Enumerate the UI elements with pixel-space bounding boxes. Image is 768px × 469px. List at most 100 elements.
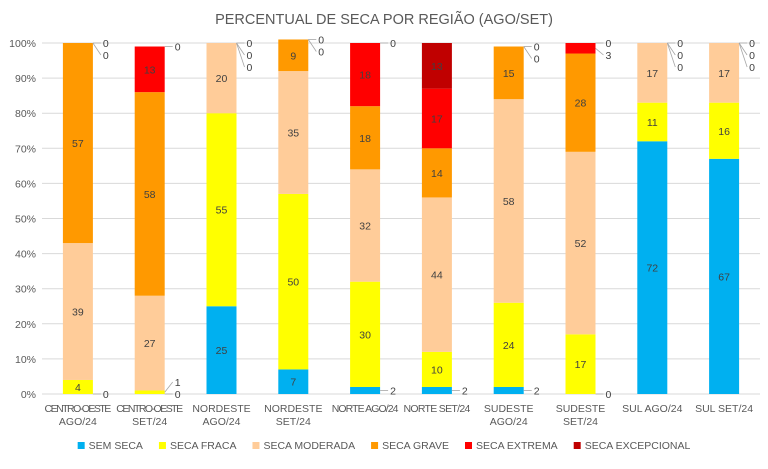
y-tick-label: 60% [15, 178, 36, 190]
data-label: 0 [749, 38, 755, 50]
y-tick-label: 30% [15, 284, 36, 296]
x-tick-label: SUL SET/24 [695, 403, 753, 415]
data-label: 18 [359, 70, 371, 82]
data-label: 0 [749, 50, 755, 62]
data-label: 25 [216, 345, 228, 357]
data-label: 39 [72, 307, 84, 319]
x-tick-label: CENTRO-OESTE [116, 403, 183, 415]
y-tick-label: 100% [9, 38, 36, 50]
bar-segment [637, 141, 668, 394]
bar-segment [350, 281, 381, 387]
legend-label: SECA FRACA [170, 440, 237, 452]
x-tick-label: SET/24 [132, 416, 167, 428]
leader-line [307, 39, 317, 52]
data-label: 17 [646, 68, 658, 80]
bar-segment [421, 148, 452, 198]
leader-line [666, 42, 676, 56]
data-label: 58 [503, 196, 515, 208]
data-label: 0 [103, 389, 109, 401]
legend-label: SECA EXCEPCIONAL [585, 440, 691, 452]
y-tick-label: 20% [15, 319, 36, 331]
x-tick-label: NORTE SET/24 [404, 403, 471, 415]
leader-line [666, 42, 676, 68]
data-label: 50 [287, 277, 299, 289]
data-label: 0 [103, 50, 109, 62]
data-label: 11 [647, 117, 658, 129]
bar-segment [134, 390, 165, 394]
data-label: 17 [718, 68, 730, 80]
y-tick-label: 10% [15, 354, 36, 366]
data-label: 0 [677, 62, 683, 74]
leader-line [236, 42, 245, 68]
data-label: 20 [216, 73, 228, 85]
bar-segment [565, 53, 596, 152]
legend-item: SECA EXCEPCIONAL [573, 440, 691, 452]
y-tick-label: 70% [15, 143, 36, 155]
y-tick-label: 50% [15, 214, 36, 226]
bar-segment [637, 102, 668, 142]
leader-line [164, 381, 174, 393]
bar-segment [421, 43, 452, 89]
bar-segment [350, 169, 381, 282]
data-label: 27 [144, 338, 156, 350]
legend-swatch [252, 442, 260, 449]
legend-label: SECA MODERADA [263, 440, 355, 452]
x-tick-label: AGO/24 [490, 416, 528, 428]
legend-item: SECA EXTREMA [465, 440, 558, 452]
legend-item: SECA GRAVE [371, 440, 449, 452]
legend-swatch [573, 442, 581, 449]
x-tick-label: SUL AGO/24 [622, 403, 682, 415]
data-label: 0 [606, 389, 612, 401]
bar-segment [278, 71, 309, 194]
data-label: 24 [503, 340, 515, 352]
legend-item: SECA FRACA [158, 440, 237, 452]
leader-line [738, 42, 748, 56]
bar-segment [278, 193, 309, 370]
bar-segment [350, 386, 381, 394]
bar-segment [565, 334, 596, 394]
data-label: 2 [534, 385, 540, 397]
data-label: 55 [216, 205, 228, 217]
bar-segment [493, 386, 524, 394]
data-label: 0 [247, 50, 253, 62]
bar-segment [421, 197, 452, 352]
x-tick-label: SUDESTE [484, 403, 534, 415]
leader-line [738, 42, 748, 68]
x-tick-label: SET/24 [276, 416, 311, 428]
bar-segment [421, 88, 452, 149]
data-label: 0 [318, 34, 324, 46]
data-label: 3 [606, 50, 612, 62]
legend-swatch [158, 442, 166, 449]
bar-segment [350, 106, 381, 170]
data-label: 9 [290, 50, 296, 62]
bar-segment [278, 369, 309, 394]
bar-segment [206, 43, 237, 114]
bar-segment [350, 43, 381, 107]
data-label: 0 [677, 38, 683, 50]
bar-segment [421, 386, 452, 394]
data-label: 7 [290, 377, 296, 389]
data-label: 13 [431, 61, 443, 73]
data-label: 13 [144, 64, 156, 76]
bar-segment [134, 92, 165, 296]
data-label: 2 [462, 385, 468, 397]
data-label: 0 [318, 46, 324, 58]
legend-swatch [77, 442, 85, 449]
bar-segment [134, 295, 165, 391]
data-label: 0 [247, 38, 253, 50]
x-tick-label: SET/24 [563, 416, 598, 428]
bar-segment [493, 46, 524, 100]
data-label: 0 [175, 389, 181, 401]
data-label: 0 [175, 42, 181, 54]
data-label: 0 [390, 38, 396, 50]
bar-segment [493, 302, 524, 387]
bar-segment [637, 43, 668, 103]
data-label: 58 [144, 189, 156, 201]
data-label: 1 [175, 377, 181, 389]
data-label: 15 [503, 68, 515, 80]
legend-swatch [371, 442, 379, 449]
data-label: 0 [677, 50, 683, 62]
legend-swatch [465, 442, 472, 449]
bar-segment [206, 113, 237, 307]
data-label: 52 [575, 238, 587, 250]
